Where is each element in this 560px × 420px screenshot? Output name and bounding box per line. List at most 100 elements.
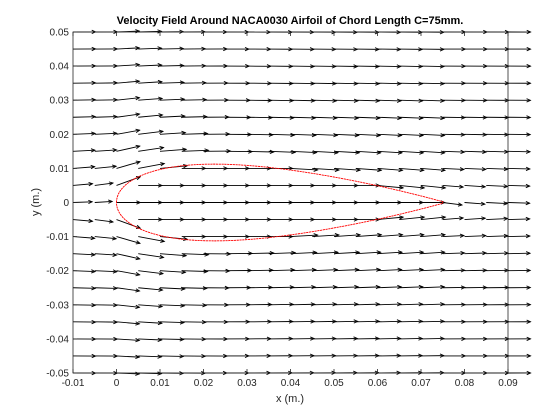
velocity-arrow <box>507 81 532 86</box>
velocity-arrow <box>94 199 114 204</box>
velocity-arrow <box>290 98 316 103</box>
velocity-arrow <box>138 113 164 118</box>
velocity-arrow <box>116 176 142 186</box>
y-tick-label: 0.02 <box>50 130 70 141</box>
velocity-arrow <box>442 184 465 189</box>
velocity-arrow <box>420 215 447 220</box>
velocity-arrow <box>420 250 446 255</box>
velocity-arrow <box>442 149 466 155</box>
x-tick-label: 0.07 <box>411 378 431 389</box>
velocity-arrow <box>138 337 163 342</box>
x-tick-label: 0.04 <box>281 378 301 389</box>
velocity-arrow <box>507 64 532 69</box>
velocity-arrow <box>442 233 466 238</box>
velocity-arrow <box>268 285 295 290</box>
velocity-arrow <box>94 286 119 291</box>
velocity-arrow <box>138 236 166 243</box>
velocity-arrow <box>399 81 424 86</box>
y-tick-label: 0.01 <box>50 164 70 175</box>
velocity-arrow <box>116 338 141 343</box>
velocity-arrow <box>442 216 465 221</box>
velocity-arrow <box>333 302 359 307</box>
velocity-arrow <box>399 267 425 272</box>
velocity-arrow <box>159 253 188 258</box>
velocity-arrow <box>181 303 208 308</box>
velocity-arrow <box>420 232 447 238</box>
velocity-arrow <box>507 166 531 171</box>
velocity-arrow <box>420 284 446 290</box>
velocity-arrow <box>159 320 186 325</box>
velocity-arrow <box>159 80 186 85</box>
velocity-arrow <box>94 269 118 274</box>
velocity-arrow <box>116 287 141 293</box>
velocity-arrow <box>355 319 381 324</box>
velocity-arrow <box>377 185 405 190</box>
y-tick-label: 0.03 <box>50 96 70 107</box>
velocity-arrow <box>268 132 296 138</box>
velocity-arrow <box>377 267 403 272</box>
velocity-arrow <box>94 236 118 241</box>
velocity-arrow <box>116 128 141 135</box>
velocity-arrow <box>464 216 487 221</box>
velocity-arrow <box>333 98 359 103</box>
velocity-arrow <box>72 114 97 119</box>
velocity-arrow <box>116 236 142 245</box>
velocity-arrow <box>377 133 403 138</box>
velocity-arrow <box>399 115 424 121</box>
y-tick-label: -0.02 <box>46 266 69 277</box>
velocity-arrow <box>420 302 446 307</box>
velocity-arrow <box>333 115 360 121</box>
velocity-arrow <box>420 267 446 272</box>
velocity-arrow <box>399 302 424 307</box>
velocity-arrow <box>138 63 163 68</box>
velocity-arrow <box>72 148 97 153</box>
velocity-arrow <box>138 354 163 359</box>
velocity-arrow <box>181 97 208 102</box>
x-tick-label: 0.02 <box>194 378 214 389</box>
velocity-arrow <box>72 181 94 187</box>
velocity-arrow <box>486 216 509 221</box>
velocity-arrow <box>507 216 531 222</box>
velocity-arrow <box>355 81 381 86</box>
y-tick-label: -0.05 <box>46 369 69 380</box>
velocity-arrow <box>138 253 165 259</box>
velocity-arrow <box>138 162 166 169</box>
velocity-arrow <box>355 98 381 103</box>
x-tick-label: 0 <box>114 378 120 389</box>
velocity-arrow <box>94 164 118 169</box>
velocity-arrow <box>399 98 424 103</box>
velocity-arrow <box>442 268 466 273</box>
velocity-arrow <box>312 98 338 103</box>
velocity-arrow <box>355 115 381 121</box>
velocity-arrow <box>116 160 142 169</box>
velocity-arrow <box>420 81 446 86</box>
y-tick-label: 0.04 <box>50 62 70 73</box>
velocity-arrow <box>138 79 163 85</box>
chart-title: Velocity Field Around NACA0030 Airfoil o… <box>117 15 464 27</box>
velocity-arrow <box>399 185 426 190</box>
velocity-arrow <box>399 215 426 220</box>
velocity-arrow <box>333 81 359 86</box>
velocity-arrow <box>72 286 97 291</box>
velocity-arrow <box>355 302 381 307</box>
velocity-arrow <box>246 149 275 155</box>
x-tick-label: 0.01 <box>150 378 170 389</box>
velocity-arrow <box>333 284 360 290</box>
velocity-arrow <box>138 287 164 292</box>
velocity-arrow <box>94 148 118 153</box>
y-tick-label: 0.05 <box>50 28 70 39</box>
velocity-arrow <box>116 144 141 152</box>
velocity-arrow <box>333 319 359 324</box>
velocity-arrow <box>94 219 115 224</box>
velocity-arrow <box>399 133 425 138</box>
velocity-arrow <box>159 63 185 68</box>
velocity-arrow <box>507 302 532 307</box>
velocity-arrow <box>507 200 531 206</box>
velocity-arrow <box>464 201 486 206</box>
velocity-arrow <box>464 250 488 256</box>
airfoil-outline <box>116 163 444 242</box>
velocity-arrow <box>268 115 295 120</box>
velocity-arrow <box>290 285 317 290</box>
velocity-arrow <box>116 304 141 309</box>
velocity-arrow <box>507 149 532 154</box>
